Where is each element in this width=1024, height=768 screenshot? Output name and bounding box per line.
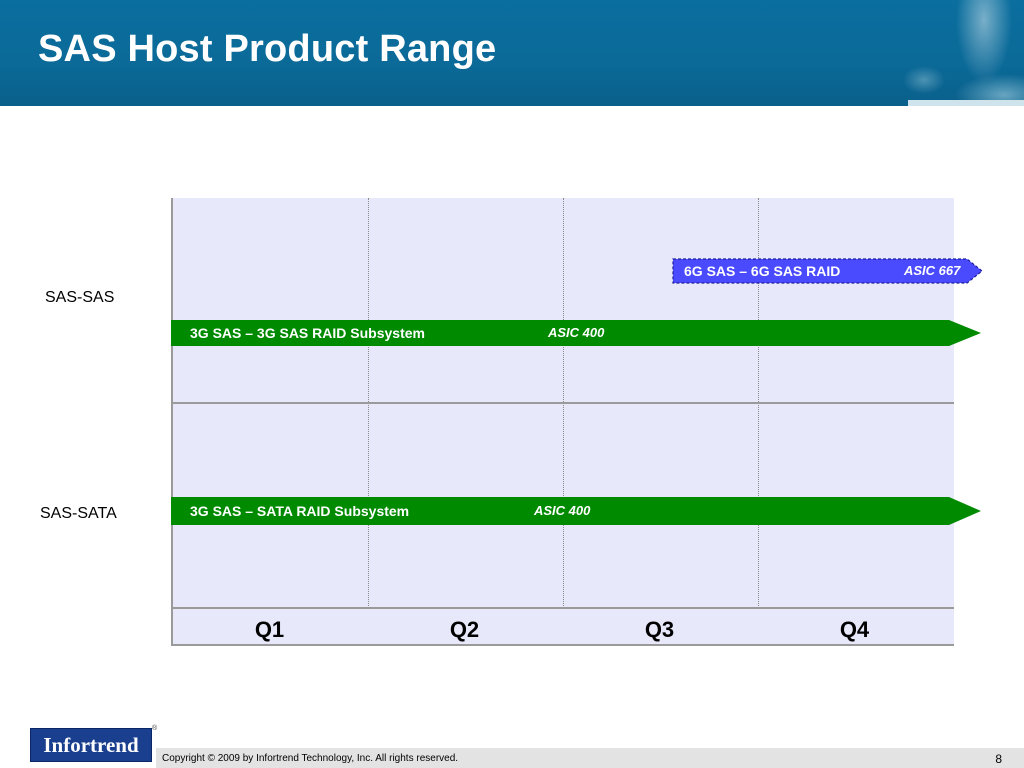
footer-bar (156, 748, 1024, 768)
bar-asic-label: ASIC 400 (534, 503, 591, 518)
row-divider (173, 607, 954, 609)
quarter-label-q4: Q4 (839, 617, 870, 642)
title-banner: SAS Host Product Range (0, 0, 1024, 106)
bar-arrow-shape (672, 258, 983, 284)
roadmap-bar-3g-sas-sata: 3G SAS – SATA RAID Subsystem ASIC 400 (171, 497, 983, 525)
page-number: 8 (995, 752, 1002, 766)
roadmap-bar-3g-sas-sas: 3G SAS – 3G SAS RAID Subsystem ASIC 400 (171, 320, 983, 346)
quarter-label-q2: Q2 (449, 617, 480, 642)
trademark-mark: ® (152, 725, 158, 732)
bar-arrow-shape (171, 320, 981, 346)
bar-label: 6G SAS – 6G SAS RAID (684, 263, 841, 279)
bar-label: 3G SAS – 3G SAS RAID Subsystem (190, 325, 425, 341)
decorative-strip (908, 100, 1024, 106)
infortrend-logo: Infortrend (30, 728, 152, 762)
row-label-sas-sata: SAS-SATA (40, 505, 117, 522)
roadmap-bar-6g-sas-raid: 6G SAS – 6G SAS RAID ASIC 667 (672, 258, 984, 284)
row-label-sas-sas: SAS-SAS (45, 289, 115, 306)
quarter-label-q3: Q3 (644, 617, 675, 642)
bar-arrow-shape (171, 497, 981, 525)
decorative-water-image (864, 0, 1024, 106)
bar-label: 3G SAS – SATA RAID Subsystem (190, 503, 410, 519)
bar-asic-label: ASIC 667 (904, 263, 961, 278)
quarter-label-q1: Q1 (254, 617, 285, 642)
copyright-text: Copyright © 2009 by Infortrend Technolog… (162, 753, 459, 764)
bar-asic-label: ASIC 400 (548, 325, 605, 340)
row-divider (173, 402, 954, 404)
page-title: SAS Host Product Range (38, 28, 497, 70)
